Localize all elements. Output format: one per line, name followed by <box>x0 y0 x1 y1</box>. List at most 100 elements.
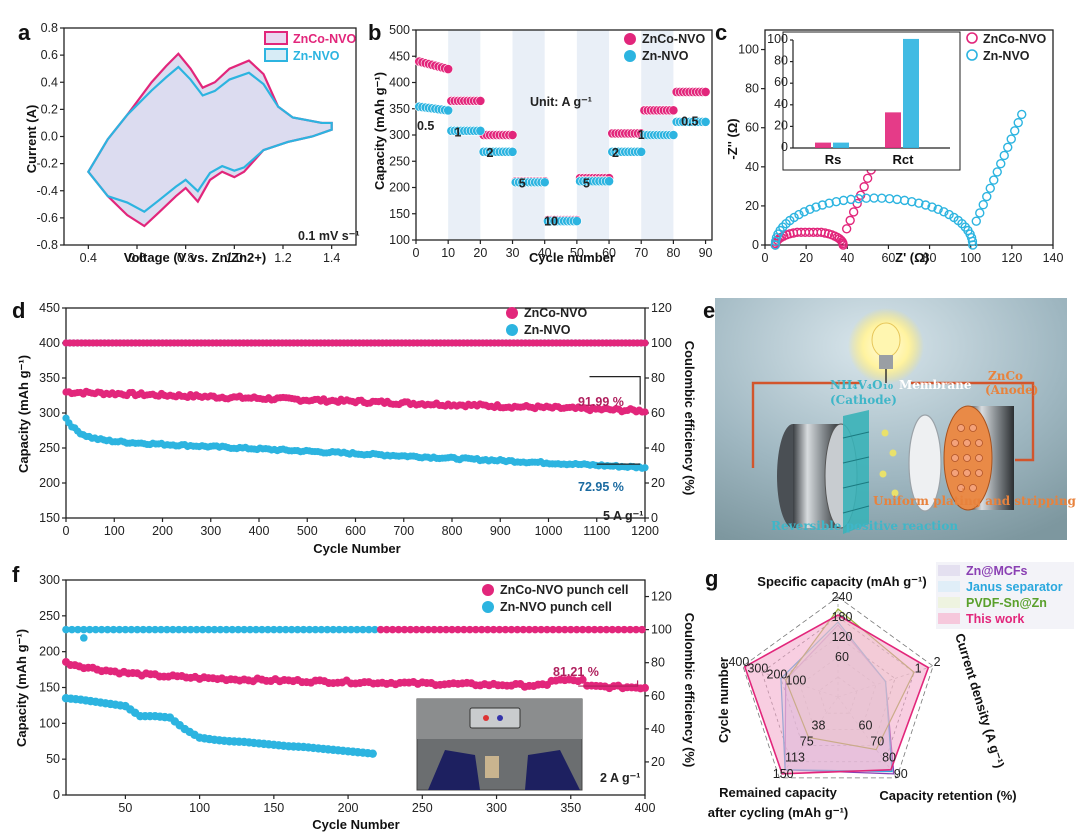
ce-point <box>127 625 136 634</box>
data-point <box>1017 109 1027 120</box>
ce-point <box>608 625 617 634</box>
ce-point <box>376 625 385 634</box>
ce-point <box>641 339 649 347</box>
ce-point <box>525 625 533 634</box>
y-tick-label: 300 <box>389 128 410 142</box>
data-point <box>475 95 486 106</box>
radar-axis-label: after cycling (mAh g⁻¹) <box>708 805 849 820</box>
radar-axis-label: Cycle number <box>716 657 731 743</box>
cathode-mesh <box>843 410 869 534</box>
ce-point <box>192 625 201 634</box>
rate-label: 0.5 <box>681 115 698 129</box>
long-cycle-plot: 0 100 200 300 400 500 600 700 800 900 1000 1100 1200… <box>39 301 672 538</box>
y-tick-label: 300 <box>39 573 60 587</box>
radar-tick-label: 240 <box>832 590 853 604</box>
panel-b: b 0 10 20 30 40 50 60 70 80 90 100 150 200 250 300 350 4… <box>368 20 713 265</box>
ce-point <box>293 625 302 634</box>
ce-point <box>347 625 355 634</box>
y-tick-label: 100 <box>738 43 759 57</box>
y-tick-label: 100 <box>389 233 410 247</box>
radar-tick-label: 60 <box>835 650 849 664</box>
x-tick-label: 300 <box>486 801 507 815</box>
legend-item: PVDF-Sn@Zn <box>966 596 1047 610</box>
x-tick-label: 0 <box>762 251 769 265</box>
inset-category-label: Rct <box>893 152 915 167</box>
membrane-label: Membrane <box>899 378 972 392</box>
ce-point <box>80 625 88 634</box>
ce-point <box>222 625 231 634</box>
eis-plot: 0 20 40 60 80 100 120 140 0 20 40 60 80 100 0 20 40 60 80 1… <box>738 29 1063 265</box>
x-tick-label: 1000 <box>535 524 563 538</box>
ce-point <box>74 625 82 634</box>
panel-label: g <box>705 566 718 591</box>
inset-frame <box>782 31 961 171</box>
ce-point <box>590 625 599 634</box>
ce-point <box>620 625 629 634</box>
data-point <box>604 176 614 187</box>
y2-tick-label: 80 <box>651 371 665 385</box>
data-point <box>846 194 856 205</box>
panel-f: f 50 100 150 200 250 300 350 400 0 50 100 150 200 250… <box>12 562 697 832</box>
data-point <box>700 116 711 127</box>
data-point <box>668 105 679 116</box>
y-tick-label: 0.8 <box>41 21 58 35</box>
data-point <box>933 204 943 215</box>
y-tick-label: 450 <box>389 49 410 63</box>
inset-tick-label: 60 <box>774 75 788 89</box>
retention-annotation: 72.95 % <box>578 480 624 494</box>
ce-point <box>448 625 456 634</box>
ce-point <box>323 625 332 634</box>
ce-point <box>466 625 474 634</box>
x-tick-label: 40 <box>840 251 854 265</box>
x-tick-label: 20 <box>473 246 487 260</box>
ce-point <box>175 625 183 634</box>
x-tick-label: 30 <box>506 246 520 260</box>
radar-tick-label: 300 <box>747 661 768 675</box>
y-tick-label: 200 <box>39 476 60 490</box>
x-tick-label: 60 <box>881 251 895 265</box>
data-point <box>811 202 821 212</box>
x-tick-label: 1200 <box>631 524 659 538</box>
rate-label: 2 <box>612 146 619 160</box>
data-point <box>859 182 869 192</box>
ce-point <box>638 625 646 634</box>
x-tick-label: 20 <box>799 251 813 265</box>
capacity-point <box>368 749 377 758</box>
legend-item: Zn-NVO <box>983 49 1030 63</box>
y-tick-label: 350 <box>39 371 60 385</box>
data-point <box>845 215 855 226</box>
y-tick-label: 350 <box>389 102 410 116</box>
rate-note: 5 A g⁻¹ <box>603 509 643 523</box>
ce-point <box>400 625 409 634</box>
data-point <box>805 204 815 215</box>
x-tick-label: 60 <box>602 246 616 260</box>
x-tick-label: 50 <box>118 801 132 815</box>
circuit-wire <box>911 381 1035 462</box>
circuit-wire <box>751 381 861 468</box>
x-tick-label: 600 <box>345 524 366 538</box>
panel-e: e NH₄V₄O₁₀ (Cathode) <box>693 288 1078 542</box>
ce-point <box>430 625 438 634</box>
x-tick-label: 700 <box>393 524 414 538</box>
x-tick-label: 500 <box>297 524 318 538</box>
cv-curve-zn-nvo <box>86 65 333 213</box>
ce-point <box>258 625 266 634</box>
y2-tick-label: 80 <box>651 656 665 670</box>
data-point <box>944 209 954 220</box>
data-point <box>1003 142 1013 152</box>
legend: ZnCo-NVO Zn-NVO <box>506 306 587 337</box>
ce-point <box>109 625 118 634</box>
y-tick-label: 20 <box>745 199 759 213</box>
ce-point <box>519 625 528 634</box>
ce-point <box>454 625 462 634</box>
inset-tick-label: 80 <box>774 54 788 68</box>
y-tick-label: -0.4 <box>36 184 58 198</box>
x-tick-label: 0.6 <box>128 251 145 265</box>
data-point <box>927 202 937 212</box>
data-point <box>978 200 988 210</box>
cathode-label: NH₄V₄O₁₀ <box>830 378 893 392</box>
inset-bar <box>815 142 831 148</box>
ce-point <box>329 625 338 634</box>
ce-point <box>311 625 320 634</box>
rate-label: 1 <box>454 126 461 140</box>
